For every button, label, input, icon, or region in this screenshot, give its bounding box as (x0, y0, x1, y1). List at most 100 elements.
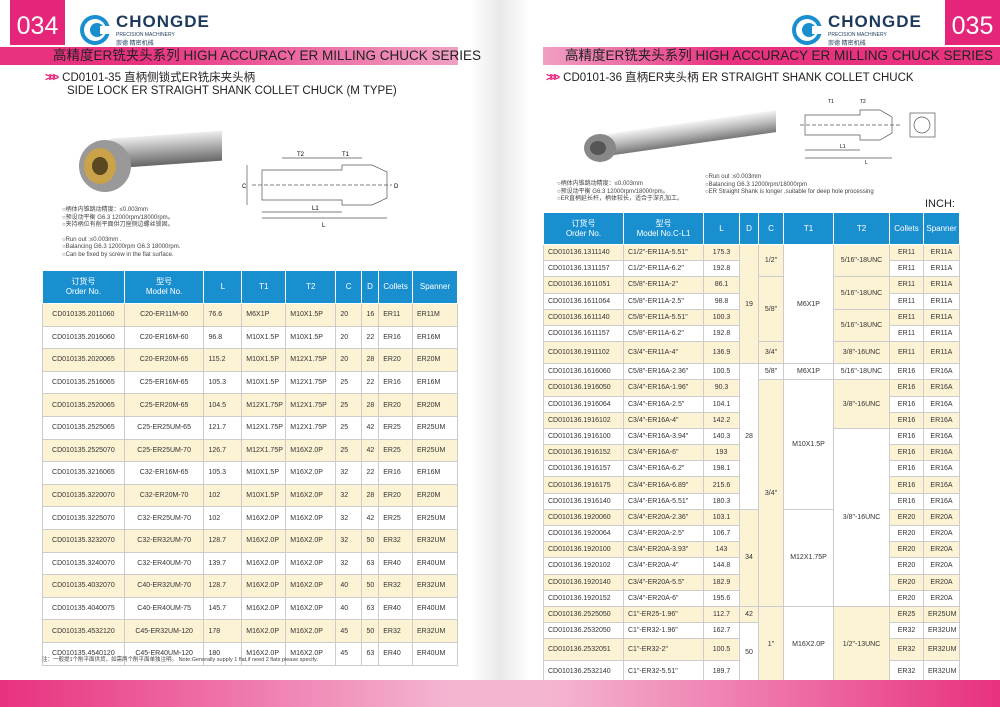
table-cell: ER40UM (411, 596, 459, 621)
table-cell: M16X2.0P (241, 528, 287, 553)
table-cell: CD010136.1916175 (543, 476, 624, 494)
table-row: CD010136.1916175 C3/4"-ER16A-6.89" 215.6 ER… (543, 476, 960, 494)
table-cell: CD010135.2525070 (42, 438, 125, 463)
table-cell: ER32UM (923, 622, 960, 640)
table-cell: CD010136.1616060 (543, 363, 624, 381)
table-cell: 86.1 (703, 276, 740, 294)
table-cell: CD010136.1911102 (543, 341, 624, 365)
table-cell: M10X1.5P (241, 325, 287, 350)
table-cell: 145.7 (203, 596, 243, 621)
table-cell: 50 (360, 574, 380, 598)
table-row: CD010135.4540120 C45-ER40UM-120 180 M16X2.0… (42, 641, 459, 666)
table-cell: ER16A (923, 427, 960, 446)
table-cell: C3/4"-ER16A-3.94" (623, 427, 704, 446)
table-cell: 32 (335, 483, 362, 508)
table-row: CD010136.2525050 C1"-ER25-1.96" 112.7 42 1" M… (543, 605, 960, 684)
chuck-photo-right (584, 110, 776, 162)
label-l: L (322, 223, 326, 229)
table-cell: ER11M (411, 303, 459, 327)
table-cell: CD010135.4540120 (42, 641, 125, 666)
table-cell: M12X1.75P (285, 370, 337, 395)
merged-cell-d: 50 (739, 622, 759, 684)
table-cell: C1/2"-ER11A-5.51" (623, 243, 704, 262)
table-cell: CD010136.1920060 (543, 508, 624, 527)
table-cell: 121.7 (203, 415, 243, 440)
note: ○柄体内锥跳动精度：≤0.003mm (557, 181, 643, 187)
table-cell: ER20 (889, 524, 924, 543)
table-cell: 50 (360, 528, 380, 553)
table-cell: ER40UM (411, 641, 459, 666)
table-cell: CD010136.1311157 (543, 260, 624, 278)
table-cell: 195.6 (703, 589, 740, 607)
table-cell: ER16 (889, 427, 924, 446)
table-cell: ER11 (889, 260, 924, 278)
table-cell: CD010136.1920064 (543, 524, 624, 543)
table-cell: 90.3 (703, 379, 740, 397)
table-cell: ER11 (889, 276, 924, 294)
table-cell: 40 (335, 574, 362, 598)
table-cell: C1"-ER32-2" (623, 638, 704, 662)
table-cell: 182.9 (703, 573, 740, 591)
table-cell: 63 (360, 596, 380, 621)
table-cell: ER16A (923, 379, 960, 397)
title-en: SIDE LOCK ER STRAIGHT SHANK COLLET CHUCK… (67, 85, 397, 97)
notes-right-en: ○Run out :≤0.003mm ○Balancing G6.3 12000r… (705, 174, 874, 197)
table-cell: ER16 (889, 444, 924, 462)
merged-cell-t1: M6X1P (783, 363, 834, 381)
merged-cell-c: 3/4" (758, 341, 784, 365)
merged-cell-c: 3/4" (758, 379, 784, 607)
table-cell: C5/8"-ER11A-5.51" (623, 308, 704, 326)
table-cell: CD010136.2525050 (543, 605, 624, 624)
table-cell: 180 (203, 641, 243, 666)
chuck-drawing-right: T1 T2 L1 L (800, 99, 936, 165)
chongde-logo-icon (80, 14, 110, 45)
table-cell: C25-ER25UM-65 (123, 415, 205, 440)
table-cell: ER25UM (411, 415, 459, 440)
table-cell: ER20M (411, 348, 459, 372)
table-cell: CD010136.1916102 (543, 411, 624, 429)
table-cell: C5/8"-ER11A-6.2" (623, 324, 704, 343)
column-header: L (203, 270, 243, 304)
table-cell: 105.3 (203, 461, 243, 485)
table-cell: CD010136.1611051 (543, 276, 624, 294)
table-cell: 198.1 (703, 460, 740, 478)
table-row: CD010135.3232070 C32-ER32UM-70 128.7 M16X2.… (42, 528, 459, 553)
table-cell: 76.6 (203, 303, 243, 327)
table-cell: 63 (360, 551, 380, 576)
logo-sub: PRECISION MACHINERY (116, 32, 175, 38)
table-cell: CD010136.2532051 (543, 638, 624, 662)
table-cell: M16X2.0P (285, 528, 337, 553)
table-cell: ER20 (889, 573, 924, 591)
table-cell: C3/4"-ER16A-2.5" (623, 395, 704, 413)
product-title-left: >>> CD0101-35 直柄侧锁式ER铣床夹头柄 SIDE LOCK ER S… (45, 72, 397, 98)
table-row: CD010136.1920140 C3/4"-ER20A-5.5" 182.9 ER2… (543, 573, 960, 591)
table-cell: C25-ER16M-65 (123, 370, 205, 395)
table-cell: 102 (203, 506, 243, 530)
table-cell: 28 (360, 348, 380, 372)
table-cell: C32-ER25UM-70 (123, 506, 205, 530)
merged-cell-d: 42 (739, 605, 759, 624)
table-cell: ER25UM (411, 506, 459, 530)
chevron-icon: >>> (45, 72, 59, 84)
merged-cell-d: 19 (739, 243, 759, 365)
table-cell: ER20A (923, 508, 960, 527)
chevron-icon: >>> (546, 72, 560, 84)
column-header: T1 (241, 270, 287, 304)
table-cell: ER11A (923, 260, 960, 278)
logo-right: CHONGDE PRECISION MACHINERY 崇德 精密机械 (790, 12, 922, 47)
table-cell: CD010135.3232070 (42, 528, 125, 553)
merged-cell-t2: 3/8"-16UNC (833, 341, 890, 365)
table-cell: ER20 (889, 541, 924, 559)
table-cell: CD010136.1311140 (543, 243, 624, 262)
table-cell: ER32 (378, 574, 413, 598)
label-t1: T1 (828, 99, 834, 105)
table-cell: CD010135.4032070 (42, 574, 125, 598)
table-cell: CD010136.1916157 (543, 460, 624, 478)
table-row: CD010135.3225070 C32-ER25UM-70 102 M16X2.0P… (42, 506, 459, 530)
table-cell: ER16M (411, 370, 459, 395)
table-cell: M16X2.0P (285, 483, 337, 508)
merged-cell-t2: 5/16"-18UNC (833, 363, 890, 381)
table-cell: CD010136.1920102 (543, 557, 624, 575)
table-cell: C45-ER40UM-120 (123, 641, 205, 666)
chuck-drawing-left: T2 T1 L1 L C D (242, 152, 399, 229)
